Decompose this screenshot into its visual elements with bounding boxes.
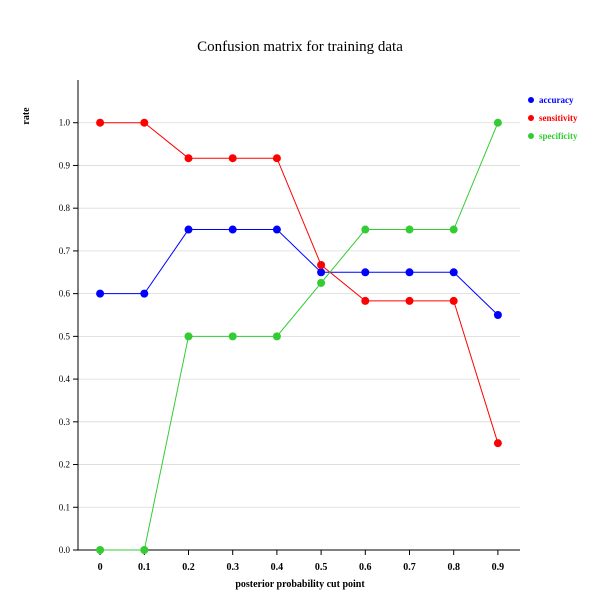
axes-layer	[77, 80, 520, 551]
data-point-sensitivity	[493, 439, 502, 448]
y-tick-label: 0.7	[59, 246, 71, 256]
data-point-sensitivity	[317, 261, 326, 270]
series-specificity	[96, 118, 502, 554]
data-point-accuracy	[449, 268, 458, 277]
y-tick-label: 0.3	[59, 417, 71, 427]
x-tick-label: 0.6	[359, 562, 372, 573]
data-point-accuracy	[272, 225, 281, 234]
x-axis-label: posterior probability cut point	[235, 579, 365, 590]
y-tick-label: 0.5	[59, 331, 71, 341]
data-point-sensitivity	[184, 154, 193, 163]
data-point-specificity	[272, 332, 281, 341]
series-layer	[96, 118, 502, 554]
data-point-specificity	[317, 278, 326, 287]
x-tick-label: 0.1	[138, 562, 151, 573]
y-tick-label: 0.1	[59, 502, 70, 512]
data-point-sensitivity	[228, 154, 237, 163]
y-tick-label: 1.0	[59, 118, 71, 128]
data-point-accuracy	[361, 268, 370, 277]
y-tick-label: 0.4	[59, 374, 71, 384]
data-point-sensitivity	[405, 296, 414, 305]
data-point-sensitivity	[96, 118, 105, 127]
series-accuracy	[96, 225, 502, 319]
y-axis-label: rate	[21, 107, 32, 125]
data-point-specificity	[449, 225, 458, 234]
ticks-layer: 0.0 0.1 0.2 0.3 0.4 0.5 0.6 0.7 0.8 0.9 1.0 0 0.1 0.2…	[59, 118, 504, 573]
legend: accuracy sensitivity specificity	[528, 95, 578, 141]
x-tick-label: 0.9	[492, 562, 505, 573]
data-point-accuracy	[493, 311, 502, 319]
data-point-accuracy	[96, 289, 105, 298]
data-point-specificity	[493, 118, 502, 127]
data-point-accuracy	[184, 225, 193, 234]
x-tick-label: 0.2	[182, 562, 195, 573]
legend-label-specificity: specificity	[539, 131, 578, 141]
data-point-accuracy	[405, 268, 414, 277]
legend-marker-specificity	[528, 133, 534, 139]
data-point-specificity	[184, 332, 193, 341]
legend-marker-accuracy	[528, 97, 534, 103]
data-point-sensitivity	[272, 154, 281, 163]
x-tick-label: 0.8	[447, 562, 460, 573]
data-point-accuracy	[317, 268, 326, 277]
x-tick-label: 0.7	[403, 562, 416, 573]
grid-layer	[78, 122, 520, 508]
data-point-sensitivity	[449, 296, 458, 305]
series-sensitivity	[96, 118, 502, 448]
y-tick-label: 0.9	[59, 160, 71, 170]
legend-marker-sensitivity	[528, 115, 534, 121]
y-tick-label: 0.0	[59, 545, 71, 555]
data-point-specificity	[228, 332, 237, 341]
data-point-specificity	[140, 546, 149, 554]
data-point-accuracy	[140, 289, 149, 298]
data-point-specificity	[405, 225, 414, 234]
legend-label-accuracy: accuracy	[539, 95, 574, 105]
y-tick-label: 0.8	[59, 203, 71, 213]
legend-label-sensitivity: sensitivity	[539, 113, 578, 123]
y-tick-label: 0.6	[59, 289, 71, 299]
data-point-accuracy	[228, 225, 237, 234]
x-tick-label: 0	[98, 562, 103, 573]
x-tick-label: 0.4	[271, 562, 284, 573]
chart-title: Confusion matrix for training data	[197, 39, 403, 55]
data-point-specificity	[96, 546, 105, 554]
series-line-accuracy	[100, 229, 499, 316]
x-tick-label: 0.5	[315, 562, 328, 573]
data-point-specificity	[361, 225, 370, 234]
series-line-specificity	[100, 122, 499, 551]
data-point-sensitivity	[140, 118, 149, 127]
series-line-sensitivity	[100, 122, 499, 444]
x-tick-label: 0.3	[226, 562, 239, 573]
y-tick-label: 0.2	[59, 460, 70, 470]
data-point-sensitivity	[361, 296, 370, 305]
